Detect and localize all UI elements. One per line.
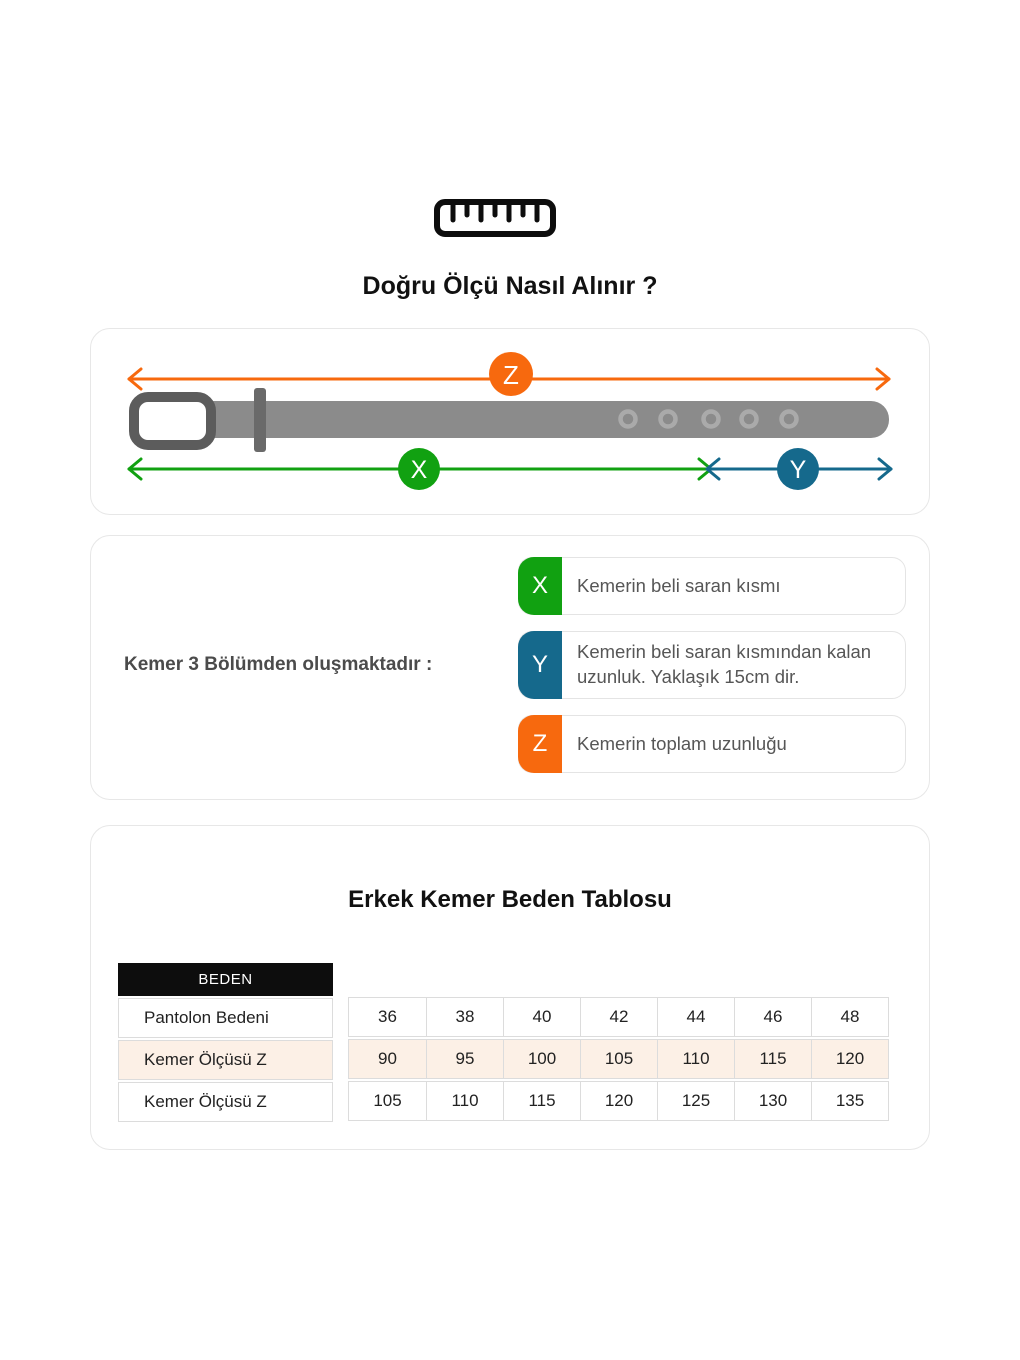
table-row-belt-size-2: 105 110 115 120 125 130 135 [348,1081,889,1121]
table-row-belt-size-1: 90 95 100 105 110 115 120 [348,1039,889,1079]
table-cell: 130 [734,1082,811,1120]
table-cell: 115 [503,1082,580,1120]
belt-holes [618,409,799,429]
table-cell: 135 [811,1082,888,1120]
x-badge: X [398,448,440,490]
table-row-pant-sizes: 36 38 40 42 44 46 48 [348,997,889,1037]
table-cell: 90 [378,1049,397,1068]
table-cell: 46 [734,998,811,1036]
table-cell: 42 [580,998,657,1036]
legend-item-y-badge: Y [518,631,562,699]
legend-heading: Kemer 3 Bölümden oluşmaktadır : [124,654,433,675]
table-cell: 48 [811,998,888,1036]
legend-item-x-badge: X [518,557,562,615]
z-badge-label: Z [503,360,519,390]
table-cell: 36 [378,1007,397,1026]
table-cell: 120 [811,1040,888,1078]
table-cell: 40 [503,998,580,1036]
legend-item-x-text: Kemerin beli saran kısmı [518,557,906,615]
legend-item-z: Kemerin toplam uzunluğu Z [518,715,906,773]
ruler-icon [433,198,557,238]
table-cell: 44 [657,998,734,1036]
table-cell: 105 [580,1040,657,1078]
table-cell: 110 [657,1040,734,1078]
size-table-corner-header: BEDEN [118,963,333,996]
belt-keeper [254,388,266,452]
row-label-kemer-olcusu-1: Kemer Ölçüsü Z [118,1040,333,1080]
table-cell: 100 [503,1040,580,1078]
belt-diagram: Z X Y [127,352,893,490]
size-table-label-column: BEDEN Pantolon Bedeni Kemer Ölçüsü Z Kem… [118,963,333,1122]
row-label-kemer-olcusu-2: Kemer Ölçüsü Z [118,1082,333,1122]
size-table-grid: 36 38 40 42 44 46 48 90 95 100 105 110 1… [348,997,889,1123]
legend-item-y-text: Kemerin beli saran kısmından kalan uzunl… [518,631,906,699]
row-label-pantolon-bedeni: Pantolon Bedeni [118,998,333,1038]
z-badge: Z [489,352,533,396]
legend-item-y: Kemerin beli saran kısmından kalan uzunl… [518,631,906,699]
legend-card: Kemer 3 Bölümden oluşmaktadır : Kemerin … [90,535,930,800]
table-cell: 120 [580,1082,657,1120]
page-title: Doğru Ölçü Nasıl Alınır ? [362,272,658,300]
belt-buckle [129,392,216,450]
y-badge-label: Y [790,456,807,484]
table-cell: 125 [657,1082,734,1120]
table-cell: 110 [426,1082,503,1120]
belt-strap [146,401,889,438]
legend-item-z-badge: Z [518,715,562,773]
legend-item-x: Kemerin beli saran kısmı X [518,557,906,615]
table-cell: 95 [426,1040,503,1078]
y-badge: Y [777,448,819,490]
x-badge-label: X [411,456,428,484]
size-table-card: Erkek Kemer Beden Tablosu BEDEN Pantolon… [90,825,930,1150]
legend-item-z-text: Kemerin toplam uzunluğu [518,715,906,773]
table-cell: 38 [426,998,503,1036]
size-table-title: Erkek Kemer Beden Tablosu [348,886,672,913]
table-cell: 105 [373,1091,402,1110]
belt-diagram-card: Z X Y [90,328,930,515]
table-cell: 115 [734,1040,811,1078]
legend-list: Kemerin beli saran kısmı X Kemerin beli … [518,557,906,773]
